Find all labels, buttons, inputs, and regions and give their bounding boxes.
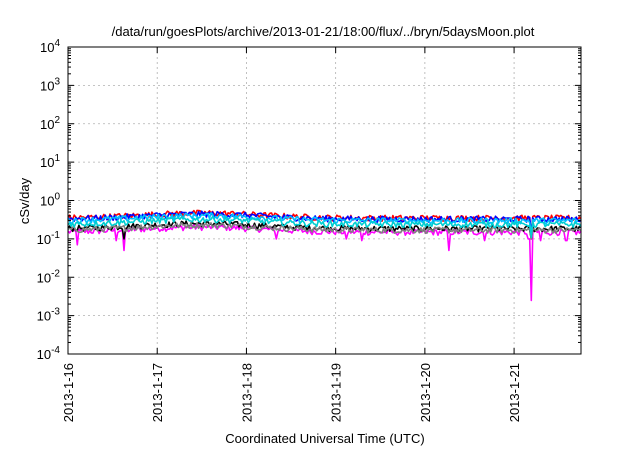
series-line [67, 215, 582, 239]
axis-ticks: 10-4 10-3 10-2 10-1 100 101 102 103 104 2013-1-16… [37, 38, 581, 422]
y-tick-label: 10-1 [37, 230, 61, 247]
y-tick-label: 104 [40, 38, 60, 55]
grid [68, 47, 581, 354]
series-lines [67, 209, 582, 302]
y-axis-label: cSv/day [17, 177, 32, 224]
x-tick-label: 2013-1-20 [418, 363, 433, 422]
y-tick-label: 102 [40, 115, 60, 132]
series-line [67, 212, 582, 236]
x-tick-label: 2013-1-19 [329, 363, 344, 422]
series-line [67, 223, 582, 302]
x-tick-label: 2013-1-16 [61, 363, 76, 422]
x-tick-label: 2013-1-17 [150, 363, 165, 422]
y-tick-label: 103 [40, 76, 60, 93]
y-tick-label: 101 [40, 153, 60, 170]
y-tick-label: 10-2 [37, 268, 61, 285]
y-tick-label: 100 [40, 192, 60, 209]
y-tick-label: 10-4 [37, 345, 61, 362]
chart-title: /data/run/goesPlots/archive/2013-01-21/1… [112, 24, 535, 39]
x-axis-label: Coordinated Universal Time (UTC) [225, 431, 424, 446]
x-tick-label: 2013-1-18 [239, 363, 254, 422]
series-line [67, 222, 582, 240]
y-tick-label: 10-3 [37, 307, 61, 324]
x-tick-label: 2013-1-21 [507, 363, 522, 422]
